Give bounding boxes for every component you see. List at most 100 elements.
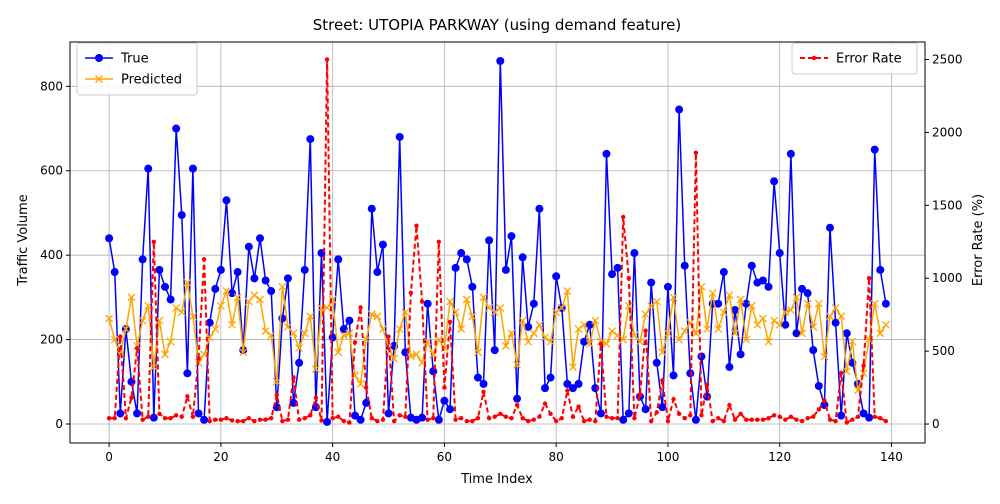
- data-point: [619, 415, 628, 424]
- data-point: [844, 420, 849, 425]
- data-point: [814, 382, 823, 391]
- data-point: [725, 291, 734, 300]
- data-point: [252, 418, 257, 424]
- data-point: [842, 329, 851, 338]
- data-point: [490, 346, 499, 355]
- data-point: [764, 337, 773, 346]
- data-point: [436, 239, 442, 244]
- data-point: [105, 314, 114, 323]
- data-point: [498, 411, 503, 417]
- data-point: [300, 265, 309, 274]
- data-point: [552, 272, 561, 281]
- data-point: [121, 325, 130, 333]
- data-point: [716, 416, 721, 421]
- data-point: [786, 306, 795, 314]
- data-point: [347, 420, 352, 425]
- data-point: [390, 354, 399, 363]
- data-point: [356, 415, 365, 424]
- data-point: [529, 299, 538, 308]
- data-point: [652, 358, 661, 367]
- data-point: [447, 319, 453, 325]
- data-point: [596, 409, 605, 418]
- data-point: [330, 416, 335, 421]
- data-point: [837, 411, 846, 420]
- data-point: [663, 282, 672, 291]
- data-point: [501, 265, 510, 274]
- data-point: [526, 418, 531, 424]
- data-point: [641, 310, 650, 319]
- data-point: [803, 299, 812, 308]
- data-point: [457, 249, 466, 258]
- axes: 0 20 40 60 80 100 120 140 0 200 400 600 800 0 500 1000 1…: [40, 52, 962, 464]
- data-point: [563, 287, 572, 296]
- data-point: [630, 331, 639, 340]
- data-point: [267, 331, 276, 340]
- data-point: [783, 417, 788, 422]
- data-point: [363, 385, 369, 390]
- y-axis-left-label: Traffic Volume: [16, 194, 31, 287]
- data-point: [866, 276, 872, 281]
- data-point: [144, 301, 153, 310]
- data-point: [285, 417, 291, 422]
- data-point: [513, 360, 522, 369]
- data-point: [753, 320, 762, 329]
- data-point: [883, 418, 889, 424]
- data-point: [166, 337, 175, 346]
- data-point: [682, 416, 687, 421]
- data-point: [518, 253, 527, 262]
- data-point: [671, 397, 676, 402]
- data-point: [161, 350, 169, 359]
- data-point: [799, 418, 805, 424]
- data-point: [291, 375, 296, 380]
- data-point: [680, 261, 689, 270]
- data-point: [149, 413, 158, 422]
- data-point: [691, 329, 700, 338]
- data-point: [811, 414, 816, 419]
- data-point: [300, 329, 309, 338]
- y-left-tick-label: 600: [40, 164, 63, 178]
- data-point: [531, 417, 537, 422]
- data-point: [196, 356, 201, 361]
- data-point: [604, 414, 609, 419]
- data-point: [470, 418, 475, 424]
- data-point: [283, 322, 292, 331]
- data-point: [580, 337, 589, 346]
- legend-label: Predicted: [121, 73, 182, 88]
- data-point: [557, 303, 566, 312]
- data-point: [703, 325, 712, 333]
- data-point: [462, 295, 471, 304]
- data-point: [658, 348, 667, 357]
- data-point: [624, 409, 633, 418]
- data-point: [412, 350, 421, 359]
- data-point: [194, 409, 203, 418]
- data-point: [334, 348, 343, 357]
- data-point: [479, 293, 488, 302]
- data-point: [185, 394, 190, 399]
- plot-frame: [69, 41, 926, 444]
- data-point: [881, 299, 890, 308]
- data-point: [721, 418, 727, 424]
- data-point: [386, 334, 391, 339]
- data-point: [652, 297, 661, 306]
- data-point: [876, 265, 885, 274]
- y-right-tick-label: 0: [932, 417, 940, 431]
- data-point: [403, 414, 408, 419]
- data-point: [289, 329, 298, 338]
- data-point: [278, 314, 287, 323]
- data-point: [580, 320, 589, 329]
- data-point: [339, 325, 348, 334]
- data-point: [263, 417, 268, 422]
- data-point: [669, 371, 678, 380]
- y-right-tick-label: 1500: [932, 198, 963, 212]
- data-point: [798, 284, 807, 293]
- y-right-tick-label: 2500: [932, 52, 963, 66]
- data-point: [524, 337, 533, 346]
- data-point: [134, 346, 140, 351]
- x-tick-label: 60: [437, 450, 452, 464]
- data-point: [173, 413, 179, 418]
- data-point: [520, 416, 525, 421]
- data-point: [749, 417, 754, 422]
- data-point: [822, 398, 827, 403]
- data-point: [743, 417, 749, 422]
